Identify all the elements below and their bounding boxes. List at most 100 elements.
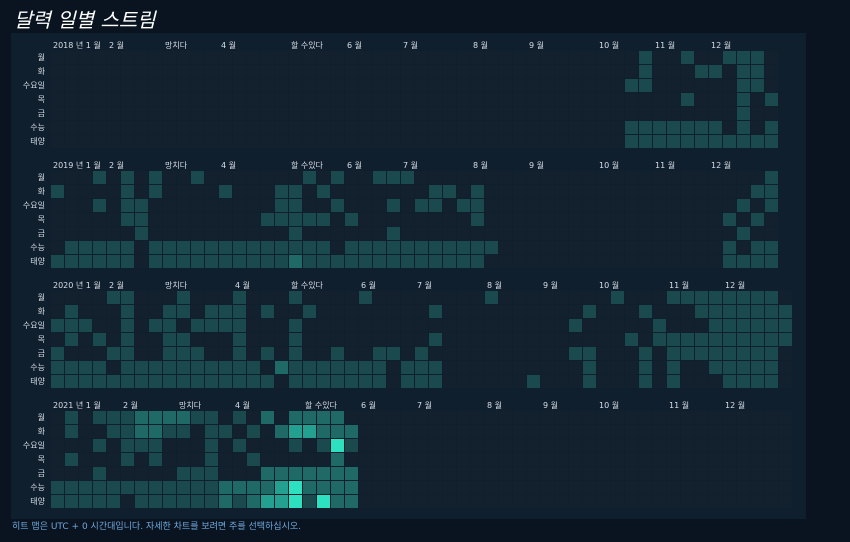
heatmap-cell[interactable] — [247, 481, 260, 494]
heatmap-cell[interactable] — [163, 425, 176, 438]
heatmap-cell[interactable] — [289, 93, 302, 106]
heatmap-cell[interactable] — [751, 425, 764, 438]
heatmap-cell[interactable] — [611, 467, 624, 480]
heatmap-cell[interactable] — [485, 439, 498, 452]
heatmap-cell[interactable] — [345, 199, 358, 212]
heatmap-cell[interactable] — [429, 65, 442, 78]
heatmap-cell[interactable] — [121, 227, 134, 240]
heatmap-cell[interactable] — [681, 213, 694, 226]
heatmap-cell[interactable] — [303, 93, 316, 106]
heatmap-cell[interactable] — [513, 495, 526, 508]
heatmap-cell[interactable] — [723, 213, 736, 226]
heatmap-cell[interactable] — [345, 439, 358, 452]
heatmap-cell[interactable] — [289, 185, 302, 198]
heatmap-cell[interactable] — [289, 333, 302, 346]
heatmap-cell[interactable] — [275, 107, 288, 120]
heatmap-cell[interactable] — [135, 171, 148, 184]
heatmap-cell[interactable] — [429, 481, 442, 494]
heatmap-cell[interactable] — [387, 481, 400, 494]
heatmap-cell[interactable] — [723, 93, 736, 106]
heatmap-cell[interactable] — [569, 361, 582, 374]
heatmap-cell[interactable] — [513, 375, 526, 388]
heatmap-cell[interactable] — [527, 107, 540, 120]
heatmap-cell[interactable] — [275, 319, 288, 332]
heatmap-cell[interactable] — [205, 333, 218, 346]
heatmap-cell[interactable] — [65, 347, 78, 360]
heatmap-cell[interactable] — [345, 467, 358, 480]
heatmap-cell[interactable] — [135, 439, 148, 452]
heatmap-cell[interactable] — [331, 65, 344, 78]
heatmap-cell[interactable] — [653, 227, 666, 240]
heatmap-cell[interactable] — [653, 65, 666, 78]
heatmap-cell[interactable] — [51, 411, 64, 424]
heatmap-cell[interactable] — [387, 305, 400, 318]
heatmap-cell[interactable] — [485, 333, 498, 346]
heatmap-cell[interactable] — [191, 135, 204, 148]
heatmap-cell[interactable] — [555, 375, 568, 388]
heatmap-cell[interactable] — [499, 79, 512, 92]
heatmap-cell[interactable] — [471, 107, 484, 120]
heatmap-cell[interactable] — [261, 107, 274, 120]
heatmap-cell[interactable] — [751, 185, 764, 198]
heatmap-cell[interactable] — [177, 121, 190, 134]
heatmap-cell[interactable] — [471, 79, 484, 92]
heatmap-cell[interactable] — [373, 453, 386, 466]
heatmap-cell[interactable] — [107, 333, 120, 346]
heatmap-cell[interactable] — [149, 347, 162, 360]
heatmap-cell[interactable] — [191, 305, 204, 318]
heatmap-cell[interactable] — [415, 213, 428, 226]
heatmap-cell[interactable] — [275, 333, 288, 346]
heatmap-cell[interactable] — [737, 255, 750, 268]
heatmap-cell[interactable] — [107, 79, 120, 92]
heatmap-cell[interactable] — [303, 375, 316, 388]
heatmap-cell[interactable] — [289, 65, 302, 78]
heatmap-cell[interactable] — [261, 333, 274, 346]
heatmap-cell[interactable] — [359, 241, 372, 254]
heatmap-cell[interactable] — [471, 291, 484, 304]
heatmap-cell[interactable] — [415, 79, 428, 92]
heatmap-cell[interactable] — [79, 495, 92, 508]
heatmap-cell[interactable] — [149, 171, 162, 184]
heatmap-cell[interactable] — [443, 319, 456, 332]
heatmap-cell[interactable] — [471, 185, 484, 198]
heatmap-cell[interactable] — [513, 255, 526, 268]
heatmap-cell[interactable] — [65, 361, 78, 374]
heatmap-cell[interactable] — [247, 453, 260, 466]
heatmap-cell[interactable] — [639, 135, 652, 148]
heatmap-cell[interactable] — [583, 439, 596, 452]
heatmap-cell[interactable] — [499, 305, 512, 318]
heatmap-cell[interactable] — [583, 467, 596, 480]
heatmap-cell[interactable] — [65, 213, 78, 226]
heatmap-cell[interactable] — [93, 93, 106, 106]
heatmap-cell[interactable] — [205, 135, 218, 148]
heatmap-cell[interactable] — [177, 107, 190, 120]
heatmap-cell[interactable] — [163, 227, 176, 240]
heatmap-cell[interactable] — [625, 171, 638, 184]
heatmap-cell[interactable] — [471, 199, 484, 212]
heatmap-cell[interactable] — [625, 411, 638, 424]
heatmap-cell[interactable] — [219, 121, 232, 134]
heatmap-cell[interactable] — [261, 241, 274, 254]
heatmap-cell[interactable] — [317, 65, 330, 78]
heatmap-cell[interactable] — [121, 93, 134, 106]
heatmap-cell[interactable] — [275, 481, 288, 494]
heatmap-cell[interactable] — [541, 439, 554, 452]
heatmap-cell[interactable] — [317, 347, 330, 360]
heatmap-cell[interactable] — [219, 107, 232, 120]
heatmap-cell[interactable] — [387, 199, 400, 212]
heatmap-cell[interactable] — [541, 453, 554, 466]
heatmap-cell[interactable] — [569, 93, 582, 106]
heatmap-cell[interactable] — [429, 467, 442, 480]
heatmap-cell[interactable] — [373, 213, 386, 226]
heatmap-cell[interactable] — [177, 305, 190, 318]
heatmap-cell[interactable] — [611, 93, 624, 106]
heatmap-cell[interactable] — [401, 171, 414, 184]
heatmap-cell[interactable] — [499, 481, 512, 494]
heatmap-cell[interactable] — [79, 453, 92, 466]
heatmap-cell[interactable] — [149, 291, 162, 304]
heatmap-cell[interactable] — [107, 121, 120, 134]
heatmap-cell[interactable] — [765, 495, 778, 508]
heatmap-cell[interactable] — [709, 79, 722, 92]
heatmap-cell[interactable] — [471, 305, 484, 318]
heatmap-cell[interactable] — [303, 227, 316, 240]
